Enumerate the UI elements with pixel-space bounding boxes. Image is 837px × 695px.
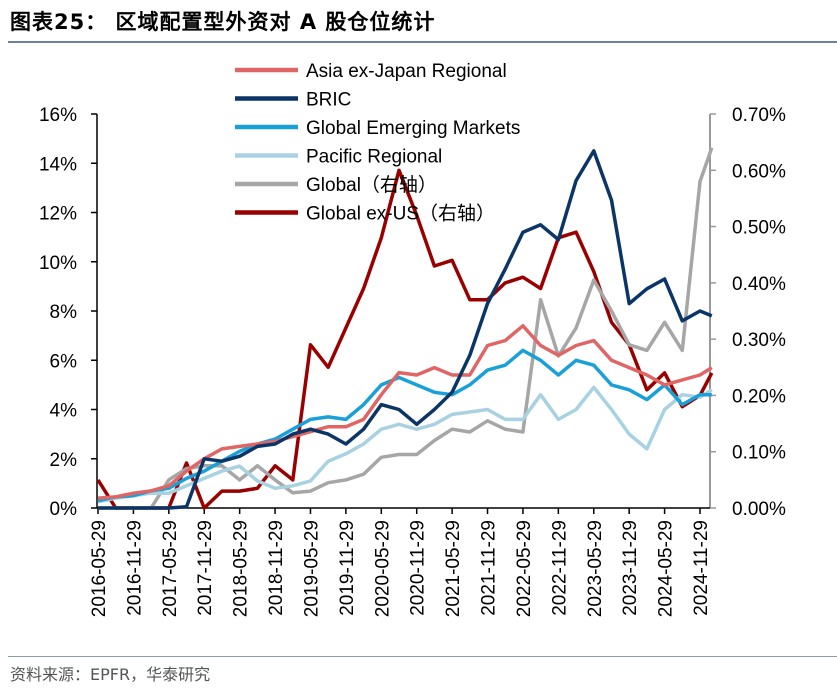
source-divider	[8, 656, 837, 657]
left-tick-label: 8%	[50, 302, 78, 323]
left-tick-label: 12%	[39, 204, 77, 225]
series-line-global-ex-us-	[96, 168, 714, 510]
legend-item: Global（右轴）	[235, 174, 437, 196]
chart-title: 图表25： 区域配置型外资对 A 股仓位统计	[10, 10, 436, 34]
legend-item: BRIC	[235, 90, 351, 111]
legend-item: Asia ex-Japan Regional	[235, 61, 507, 82]
x-tick-label: 2023-11-29	[620, 520, 641, 616]
legend-item: Global Emerging Markets	[235, 118, 520, 139]
legend-label: BRIC	[306, 90, 351, 111]
source-note: 资料来源：EPFR，华泰研究	[10, 665, 211, 684]
right-tick-label: 0.60%	[732, 161, 786, 182]
x-tick-label: 2024-05-29	[656, 520, 677, 617]
left-tick-label: 16%	[39, 105, 77, 126]
legend-item: Global ex-US（右轴）	[235, 203, 495, 225]
x-tick-label: 2020-11-29	[408, 520, 429, 616]
x-tick-label: 2024-11-29	[691, 520, 712, 616]
legend-item: Pacific Regional	[235, 147, 442, 168]
left-tick-label: 6%	[50, 351, 78, 372]
x-tick-label: 2020-05-29	[372, 520, 393, 617]
series-line-global-emerging-markets	[97, 348, 712, 503]
right-tick-label: 0.30%	[732, 330, 786, 351]
series-line-pacific-regional	[97, 385, 713, 504]
right-tick-label: 0.40%	[732, 274, 786, 295]
left-tick-label: 14%	[39, 154, 77, 175]
x-tick-label: 2019-05-29	[301, 520, 322, 617]
legend-label: Asia ex-Japan Regional	[306, 61, 507, 82]
right-tick-label: 0.10%	[732, 443, 786, 464]
legend-label: Global Emerging Markets	[306, 118, 520, 139]
series-line-asia-ex-japan-regional	[97, 324, 713, 500]
x-tick-label: 2022-05-29	[514, 520, 535, 617]
left-tick-label: 0%	[50, 499, 78, 520]
right-tick-label: 0.20%	[732, 386, 786, 407]
x-tick-label: 2022-11-29	[549, 520, 570, 616]
series-line-global-	[98, 147, 714, 510]
x-tick-label: 2017-05-29	[160, 520, 181, 617]
legend-label: Global ex-US（右轴）	[306, 203, 495, 225]
right-tick-label: 0.50%	[732, 218, 786, 239]
x-tick-label: 2018-05-29	[231, 520, 252, 617]
x-tick-label: 2019-11-29	[337, 520, 358, 616]
left-tick-label: 10%	[39, 253, 77, 274]
x-tick-label: 2021-05-29	[443, 520, 464, 617]
x-tick-label: 2023-05-29	[585, 520, 606, 617]
title-divider	[8, 41, 837, 43]
x-tick-label: 2017-11-29	[195, 520, 216, 616]
left-tick-label: 2%	[50, 450, 78, 471]
legend-label: Pacific Regional	[306, 147, 442, 168]
x-tick-label: 2018-11-29	[266, 520, 287, 616]
series-line-bric	[98, 149, 713, 510]
left-tick-label: 4%	[50, 401, 78, 422]
right-tick-label: 0.00%	[732, 499, 786, 520]
legend-label: Global（右轴）	[306, 174, 437, 196]
x-tick-label: 2021-11-29	[479, 520, 500, 616]
x-tick-label: 2016-05-29	[89, 520, 110, 617]
right-tick-label: 0.70%	[732, 105, 786, 126]
x-tick-label: 2016-11-29	[124, 520, 145, 616]
